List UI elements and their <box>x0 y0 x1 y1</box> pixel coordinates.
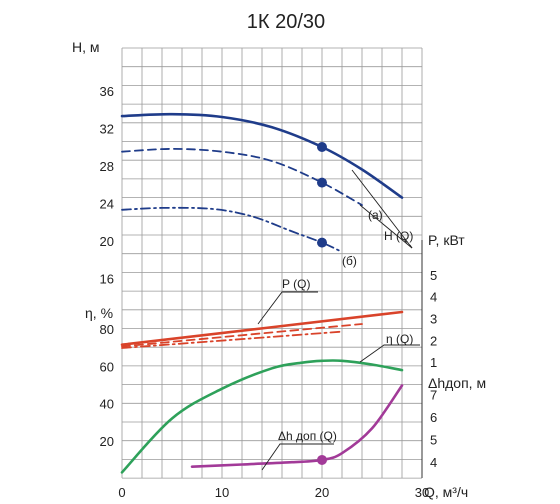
trim-a-label: (а) <box>368 208 383 222</box>
series-line-head-2 <box>121 206 343 253</box>
power-axis-label: P, кВт <box>428 232 465 248</box>
series-line-npsh-7 <box>190 384 404 468</box>
efficiency-curve-label: η (Q) <box>386 332 413 346</box>
power-leader-line <box>257 291 318 325</box>
eta-tick-label: 40 <box>100 397 114 412</box>
x-tick-label: 10 <box>215 485 229 500</box>
operating-point-marker <box>317 454 327 465</box>
npsh-curve-label: Δh доп (Q) <box>278 429 337 443</box>
power-tick-label: 1 <box>430 355 437 370</box>
npsh-tick-label: 7 <box>430 388 437 403</box>
efficiency-leader-line <box>359 344 420 363</box>
head-leader-line <box>359 204 413 249</box>
trim-b-label: (б) <box>342 254 357 268</box>
head-tick-label: 20 <box>100 234 114 249</box>
series-line-power-5 <box>121 330 343 349</box>
power-tick-label: 2 <box>430 333 437 348</box>
head-tick-label: 24 <box>100 196 114 211</box>
x-tick-label: 20 <box>315 485 329 500</box>
operating-point-marker <box>317 237 327 248</box>
npsh-leader-line <box>261 443 334 471</box>
npsh-tick-label: 5 <box>430 433 437 448</box>
head-curve-label: H (Q) <box>384 229 413 243</box>
eta-tick-label: 80 <box>100 322 114 337</box>
grid <box>121 47 423 479</box>
power-tick-label: 3 <box>430 312 437 327</box>
x-tick-label: 30 <box>415 485 429 500</box>
eta-tick-label: 60 <box>100 359 114 374</box>
series-line-head-0 <box>120 112 404 199</box>
x-axis-label: Q, м³/ч <box>424 484 468 500</box>
head-tick-label: 16 <box>100 271 114 286</box>
power-tick-label: 5 <box>430 268 437 283</box>
operating-point-marker <box>317 142 327 152</box>
eta-axis-label: η, % <box>85 305 113 321</box>
series-line-power-3 <box>120 310 404 346</box>
head-tick-label: 28 <box>100 159 114 174</box>
head-leader-line <box>351 169 413 249</box>
npsh-tick-label: 4 <box>430 455 437 470</box>
eta-tick-label: 20 <box>100 434 114 449</box>
power-tick-label: 4 <box>430 290 437 305</box>
tick-labels: 16 20 24 28 32 36 20 40 60 80 1 2 3 4 5 4 5 6 7 0 10 20 30 <box>100 84 438 500</box>
chart-title: 1К 20/30 <box>247 11 325 33</box>
series-line-efficiency-6 <box>120 359 404 474</box>
curves <box>120 112 420 474</box>
series-line-power-4 <box>121 323 363 348</box>
power-curve-label: P (Q) <box>282 277 310 291</box>
head-leader-line <box>409 244 413 249</box>
head-tick-label: 36 <box>100 84 114 99</box>
x-tick-label: 0 <box>118 485 125 500</box>
head-axis-label: H, м <box>72 39 100 55</box>
npsh-tick-label: 6 <box>430 410 437 425</box>
operating-point-marker <box>317 177 327 188</box>
npsh-axis-label: Δhдоп, м <box>428 375 486 391</box>
head-tick-label: 32 <box>100 121 114 136</box>
